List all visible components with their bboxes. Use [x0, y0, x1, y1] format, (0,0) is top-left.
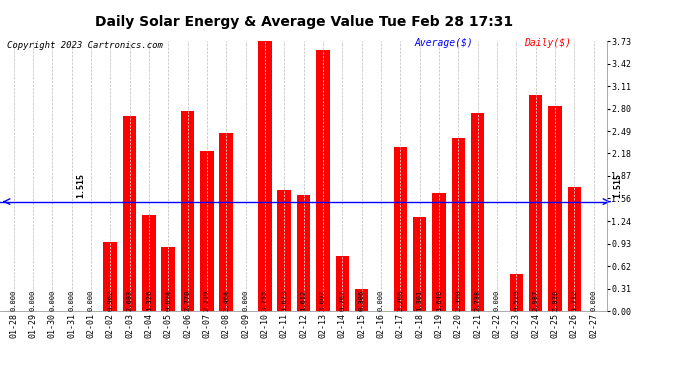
Text: 2.987: 2.987: [533, 289, 539, 310]
Bar: [413, 217, 426, 311]
Text: 2.464: 2.464: [224, 289, 229, 310]
Text: 2.219: 2.219: [204, 289, 210, 310]
Bar: [258, 39, 272, 311]
Text: Daily Solar Energy & Average Value Tue Feb 28 17:31: Daily Solar Energy & Average Value Tue F…: [95, 15, 513, 29]
Text: 1.326: 1.326: [146, 289, 152, 310]
Text: 0.962: 0.962: [107, 289, 113, 310]
Text: 0.306: 0.306: [359, 289, 364, 310]
Text: 3.607: 3.607: [320, 289, 326, 310]
Text: 0.519: 0.519: [513, 289, 520, 310]
Bar: [568, 188, 581, 311]
Text: 2.830: 2.830: [552, 289, 558, 310]
Bar: [549, 106, 562, 311]
Text: 0.894: 0.894: [165, 289, 171, 310]
Bar: [355, 289, 368, 311]
Text: Copyright 2023 Cartronics.com: Copyright 2023 Cartronics.com: [7, 41, 163, 50]
Text: 0.000: 0.000: [30, 289, 36, 310]
Text: 0.000: 0.000: [243, 289, 248, 310]
Text: 0.000: 0.000: [49, 289, 55, 310]
Bar: [123, 116, 137, 311]
Bar: [316, 50, 330, 311]
Bar: [432, 192, 446, 311]
Bar: [471, 113, 484, 311]
Text: 1.612: 1.612: [301, 289, 306, 310]
Text: 2.738: 2.738: [475, 289, 481, 310]
Text: Daily($): Daily($): [524, 38, 571, 48]
Text: 1.515: 1.515: [613, 173, 622, 198]
Bar: [161, 246, 175, 311]
Bar: [335, 256, 349, 311]
Bar: [297, 195, 310, 311]
Text: Average($): Average($): [414, 38, 473, 48]
Text: 0.000: 0.000: [378, 289, 384, 310]
Text: 2.268: 2.268: [397, 289, 403, 310]
Text: 0.000: 0.000: [88, 289, 94, 310]
Text: 1.712: 1.712: [571, 289, 578, 310]
Text: 2.693: 2.693: [126, 289, 132, 310]
Text: 1.640: 1.640: [436, 289, 442, 310]
Bar: [219, 133, 233, 311]
Text: 0.000: 0.000: [10, 289, 17, 310]
Bar: [393, 147, 407, 311]
Text: 2.390: 2.390: [455, 289, 462, 310]
Text: 0.000: 0.000: [68, 289, 75, 310]
Bar: [509, 274, 523, 311]
Bar: [142, 215, 156, 311]
Bar: [200, 151, 214, 311]
Text: 1.301: 1.301: [417, 289, 423, 310]
Text: 0.000: 0.000: [591, 289, 597, 310]
Bar: [181, 111, 195, 311]
Bar: [451, 138, 465, 311]
Text: 1.515: 1.515: [77, 173, 86, 198]
Bar: [529, 95, 542, 311]
Text: 3.755: 3.755: [262, 289, 268, 310]
Text: 2.770: 2.770: [184, 289, 190, 310]
Text: 1.673: 1.673: [282, 289, 287, 310]
Bar: [277, 190, 291, 311]
Text: 0.000: 0.000: [494, 289, 500, 310]
Text: 0.767: 0.767: [339, 289, 345, 310]
Bar: [104, 242, 117, 311]
